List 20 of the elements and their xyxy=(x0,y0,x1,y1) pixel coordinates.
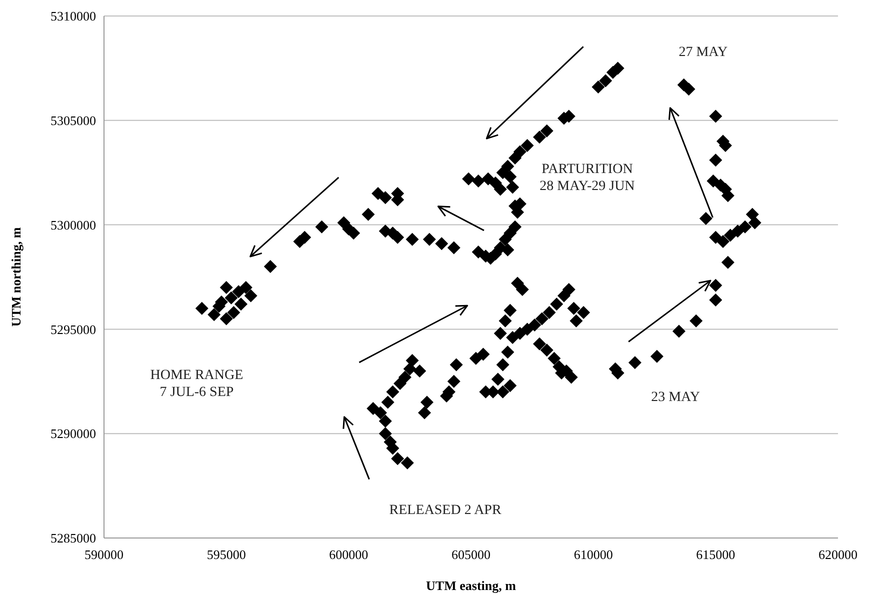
y-tick-label: 5285000 xyxy=(50,530,96,546)
x-tick-label: 615000 xyxy=(696,547,736,562)
annotation: PARTURITION 28 MAY-29 JUN xyxy=(540,162,635,194)
x-tick-label: 600000 xyxy=(329,547,368,562)
y-tick-label: 5305000 xyxy=(50,113,96,128)
y-tick-label: 5290000 xyxy=(50,426,96,442)
x-tick-label: 595000 xyxy=(206,547,246,562)
y-axis-title: UTM northing, m xyxy=(8,227,24,327)
x-tick-label: 605000 xyxy=(452,547,490,562)
annotation: RELEASED 2 APR xyxy=(389,502,502,518)
x-tick-label: 610000 xyxy=(574,547,613,562)
y-tick-label: 5300000 xyxy=(50,217,96,232)
y-tick-label: 5310000 xyxy=(50,8,96,24)
x-tick-label: 590000 xyxy=(84,547,124,562)
annotation: 27 MAY xyxy=(678,45,728,60)
x-tick-label: 620000 xyxy=(818,547,858,562)
x-axis-title: UTM easting, m xyxy=(426,578,516,593)
annotation: 23 MAY xyxy=(651,390,700,405)
annotation: HOME RANGE 7 JUL-6 SEP xyxy=(150,368,244,400)
y-tick-label: 5295000 xyxy=(50,322,96,337)
